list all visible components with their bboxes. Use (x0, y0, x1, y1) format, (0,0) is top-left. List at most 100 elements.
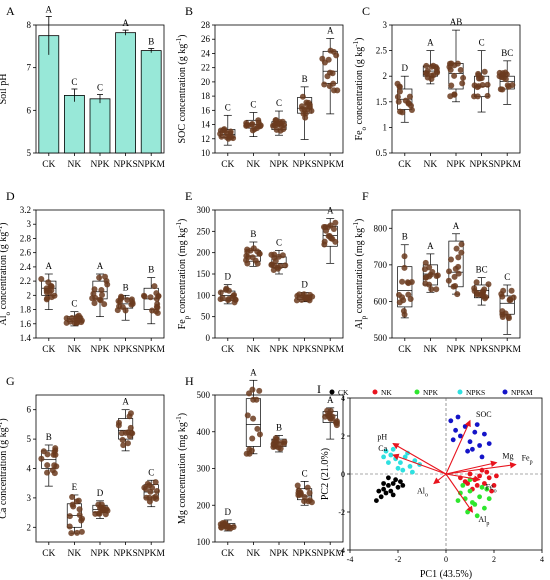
sample-point (74, 529, 81, 536)
significance-letter: A (427, 241, 434, 251)
sample-point (460, 74, 467, 81)
ylabel-close: ) (177, 219, 188, 222)
loading-vector (445, 473, 474, 513)
sample-point (454, 291, 461, 298)
panel-B-ytick-label: 28 (201, 20, 211, 30)
vector-label-sub: p (486, 521, 489, 527)
sample-point (395, 98, 402, 105)
point-NPKS (386, 460, 391, 465)
sample-point (38, 455, 45, 462)
panel-C-xtick-label: CK (398, 160, 411, 170)
point-NPKM (467, 439, 473, 445)
ylabel-base: Al (354, 319, 365, 329)
panel-G-ytick-label: 5 (27, 434, 32, 444)
panel-I-xtick-label: 2 (492, 555, 496, 564)
sample-point (249, 254, 256, 261)
panel-E-ytick-label: 150 (197, 269, 211, 279)
sample-point (222, 286, 229, 293)
panel-A-xtick-label: NPK (90, 160, 109, 170)
vector-label: Mg (502, 452, 513, 461)
sample-point (254, 425, 261, 432)
sample-point (481, 68, 488, 75)
significance-letter: B (148, 265, 154, 275)
ylabel-close: ) (354, 219, 365, 222)
panel-E-ytick-label: 300 (197, 205, 211, 215)
panel-E-ytick-label: 200 (197, 248, 211, 258)
panel-F-xtick-label: NPKM (493, 345, 521, 355)
sample-point (304, 101, 311, 108)
sample-point (256, 431, 263, 438)
panel-H-xtick-label: NPKM (316, 549, 344, 559)
significance-letter: D (225, 272, 232, 282)
significance-letter: C (148, 467, 154, 477)
sample-point (70, 503, 77, 510)
sample-point (407, 102, 414, 109)
significance-letter: BC (501, 48, 513, 58)
loading-vector (392, 443, 447, 475)
sample-point (153, 495, 160, 502)
point-NPK (465, 509, 470, 515)
sample-point (454, 60, 461, 67)
legend-marker (502, 389, 508, 395)
panel-H-xtick-label: CK (221, 549, 234, 559)
point-CK (381, 481, 386, 486)
panel-C-ytick-label: 3 (383, 20, 388, 30)
panel-D-ytick-label: 2 (27, 290, 32, 300)
panel-C-ytick-label: 2 (383, 71, 388, 81)
sample-point (445, 277, 452, 284)
bar (140, 50, 162, 154)
sample-point (327, 222, 334, 229)
panel-C-xtick-label: NPKM (493, 160, 521, 170)
sample-point (330, 80, 337, 87)
sample-point (91, 300, 98, 307)
sample-point (477, 75, 484, 82)
panel-E-letter: E (185, 189, 192, 203)
point-NPK (458, 490, 463, 496)
panel-C-ytick-label: 1.5 (376, 97, 388, 107)
panel-A-xtick-label: NPKM (137, 160, 165, 170)
vector-label: SOC (476, 410, 492, 419)
panel-D-ytick-label: 1.6 (20, 319, 32, 329)
vector-label-sub: o (494, 489, 497, 495)
sample-point (308, 107, 315, 114)
panel-B-ytick-label: 20 (201, 77, 211, 87)
panel-B-ytick-label: 24 (201, 48, 211, 58)
point-NPKM (472, 429, 478, 435)
panel-F-letter: F (362, 189, 369, 203)
ylabel-sub: o (360, 126, 368, 130)
panel-I-ytick-label: 0 (341, 470, 345, 479)
legend-marker (414, 389, 420, 395)
sample-point (500, 287, 507, 294)
point-CK (398, 479, 403, 484)
loading-vector (445, 419, 471, 475)
significance-letter: C (479, 38, 485, 48)
sample-point (99, 291, 106, 298)
ylabel-sup: -1 (352, 221, 360, 227)
panel-I-ytick-label: 2 (341, 432, 345, 441)
panel-F-xtick-label: NPK (446, 345, 465, 355)
sample-point (458, 241, 465, 248)
panel-A-xtick-label: CK (42, 160, 55, 170)
panel-A-ytick-label: 8 (27, 20, 32, 30)
sample-point (120, 442, 127, 449)
sample-point (141, 293, 148, 300)
panel-E-xtick-label: NK (247, 345, 261, 355)
sample-point (154, 310, 161, 317)
significance-letter: A (46, 261, 53, 271)
point-NPK (460, 483, 466, 488)
panel-B-ytick-label: 26 (201, 34, 211, 44)
sample-point (302, 294, 309, 301)
loading-vector (445, 473, 481, 483)
sample-point (218, 524, 225, 531)
sample-point (49, 467, 56, 474)
significance-letter: B (276, 422, 282, 432)
sample-point (268, 251, 275, 258)
significance-letter: D (97, 488, 104, 498)
sample-point (304, 484, 311, 491)
panel-H: H 100 200 300 400 500 CK NK NPK NPKS NPKM Mg concen… (175, 367, 344, 559)
panel-B-ytick-label: 16 (201, 105, 211, 115)
sample-point (474, 93, 481, 100)
panel-G-ylabel: Ca concentration (g kg-1) (0, 418, 9, 519)
sample-point (254, 260, 261, 267)
panel-I-xtick-label: 0 (444, 555, 448, 564)
